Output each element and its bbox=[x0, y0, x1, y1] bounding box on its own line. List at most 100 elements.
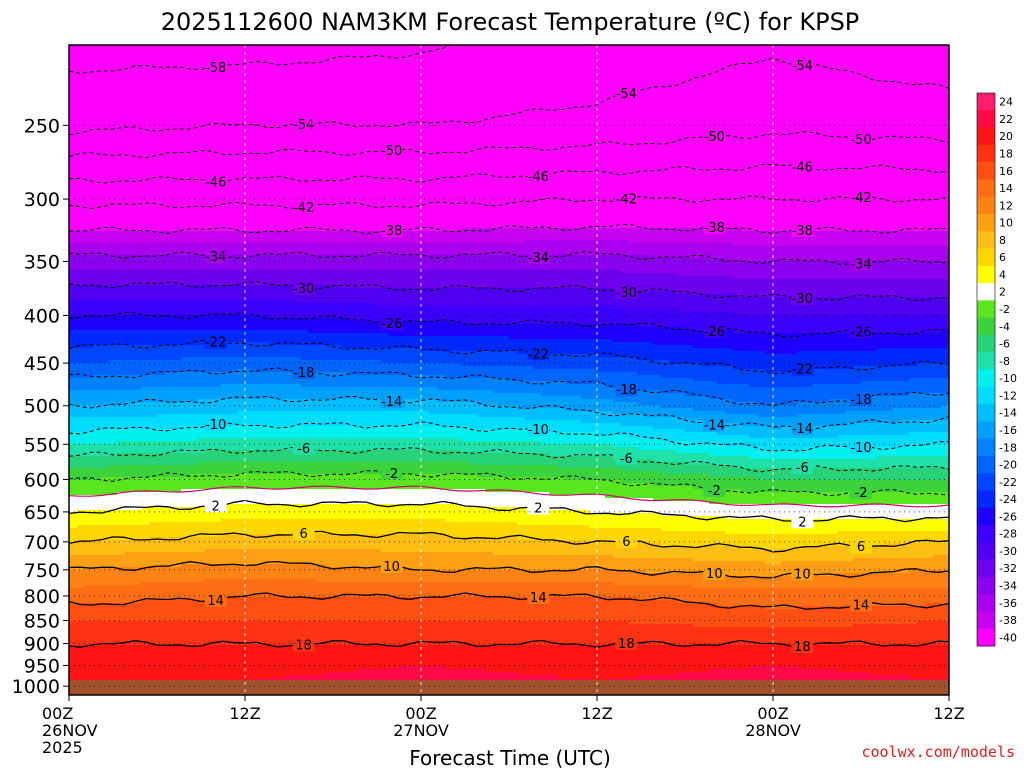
temperature-cell bbox=[237, 381, 246, 385]
temperature-cell bbox=[93, 582, 102, 586]
temperature-cell bbox=[69, 477, 78, 481]
temperature-cell bbox=[277, 447, 286, 451]
temperature-cell bbox=[109, 465, 118, 469]
temperature-cell bbox=[141, 465, 150, 469]
temperature-cell bbox=[157, 456, 166, 460]
temperature-cell bbox=[77, 369, 86, 373]
temperature-cell bbox=[197, 249, 206, 253]
temperature-cell bbox=[269, 387, 278, 391]
temperature-cell bbox=[277, 381, 286, 385]
temperature-cell bbox=[69, 513, 78, 517]
temperature-cell bbox=[141, 552, 150, 556]
temperature-cell bbox=[253, 618, 262, 622]
temperature-cell bbox=[261, 333, 270, 337]
temperature-cell bbox=[93, 456, 102, 460]
temperature-cell bbox=[277, 354, 286, 358]
temperature-cell bbox=[205, 453, 214, 457]
temperature-cell bbox=[93, 660, 102, 664]
temperature-cell bbox=[77, 672, 86, 676]
temperature-cell bbox=[85, 675, 94, 679]
temperature-cell bbox=[253, 420, 262, 424]
temperature-cell bbox=[109, 261, 118, 265]
temperature-cell bbox=[149, 486, 158, 490]
temperature-cell bbox=[109, 366, 118, 370]
temperature-cell bbox=[253, 615, 262, 619]
temperature-cell bbox=[277, 273, 286, 277]
temperature-cell bbox=[253, 336, 262, 340]
temperature-cell bbox=[133, 237, 142, 241]
temperature-cell bbox=[229, 630, 238, 634]
temperature-cell bbox=[221, 489, 230, 493]
temperature-cell bbox=[77, 579, 86, 583]
temperature-cell bbox=[93, 609, 102, 613]
temperature-cell bbox=[269, 312, 278, 316]
temperature-cell bbox=[69, 492, 78, 496]
temperature-cell bbox=[85, 612, 94, 616]
temperature-cell bbox=[77, 345, 86, 349]
temperature-cell bbox=[125, 381, 134, 385]
temperature-cell bbox=[157, 483, 166, 487]
temperature-cell bbox=[205, 384, 214, 388]
temperature-cell bbox=[173, 351, 182, 355]
temperature-cell bbox=[85, 444, 94, 448]
temperature-cell bbox=[109, 489, 118, 493]
temperature-cell bbox=[229, 495, 238, 499]
temperature-cell bbox=[133, 498, 142, 502]
temperature-cell bbox=[117, 300, 126, 304]
temperature-cell bbox=[173, 264, 182, 268]
temperature-cell bbox=[69, 345, 78, 349]
temperature-cell bbox=[157, 585, 166, 589]
temperature-cell bbox=[149, 303, 158, 307]
temperature-cell bbox=[221, 321, 230, 325]
temperature-cell bbox=[77, 531, 86, 535]
temperature-cell bbox=[133, 312, 142, 316]
temperature-cell bbox=[165, 297, 174, 301]
temperature-cell bbox=[109, 249, 118, 253]
temperature-cell bbox=[173, 297, 182, 301]
temperature-cell bbox=[109, 468, 118, 472]
temperature-cell bbox=[253, 417, 262, 421]
temperature-cell bbox=[181, 354, 190, 358]
temperature-cell bbox=[101, 513, 110, 517]
temperature-cell bbox=[269, 651, 278, 655]
temperature-cell bbox=[253, 432, 262, 436]
temperature-cell bbox=[229, 597, 238, 601]
temperature-cell bbox=[269, 237, 278, 241]
temperature-cell bbox=[141, 636, 150, 640]
temperature-cell bbox=[213, 282, 222, 286]
temperature-cell bbox=[189, 555, 198, 559]
temperature-cell bbox=[85, 576, 94, 580]
temperature-cell bbox=[125, 654, 134, 658]
temperature-cell bbox=[93, 636, 102, 640]
temperature-cell bbox=[189, 576, 198, 580]
temperature-cell bbox=[93, 369, 102, 373]
temperature-cell bbox=[261, 315, 270, 319]
temperature-cell bbox=[269, 597, 278, 601]
temperature-cell bbox=[261, 609, 270, 613]
temperature-cell bbox=[197, 585, 206, 589]
temperature-cell bbox=[221, 519, 230, 523]
temperature-cell bbox=[149, 381, 158, 385]
temperature-cell bbox=[133, 480, 142, 484]
temperature-cell bbox=[213, 375, 222, 379]
temperature-cell bbox=[165, 303, 174, 307]
temperature-cell bbox=[197, 672, 206, 676]
temperature-cell bbox=[85, 615, 94, 619]
temperature-cell bbox=[181, 234, 190, 238]
temperature-cell bbox=[165, 408, 174, 412]
temperature-cell bbox=[77, 306, 86, 310]
temperature-cell bbox=[205, 618, 214, 622]
temperature-cell bbox=[165, 243, 174, 247]
temperature-cell bbox=[205, 588, 214, 592]
temperature-cell bbox=[261, 393, 270, 397]
temperature-cell bbox=[125, 312, 134, 316]
temperature-cell bbox=[197, 537, 206, 541]
temperature-cell bbox=[213, 537, 222, 541]
temperature-cell bbox=[205, 495, 214, 499]
temperature-cell bbox=[181, 612, 190, 616]
temperature-cell bbox=[269, 633, 278, 637]
temperature-cell bbox=[85, 420, 94, 424]
temperature-cell bbox=[117, 510, 126, 514]
temperature-cell bbox=[261, 309, 270, 313]
temperature-cell bbox=[165, 477, 174, 481]
